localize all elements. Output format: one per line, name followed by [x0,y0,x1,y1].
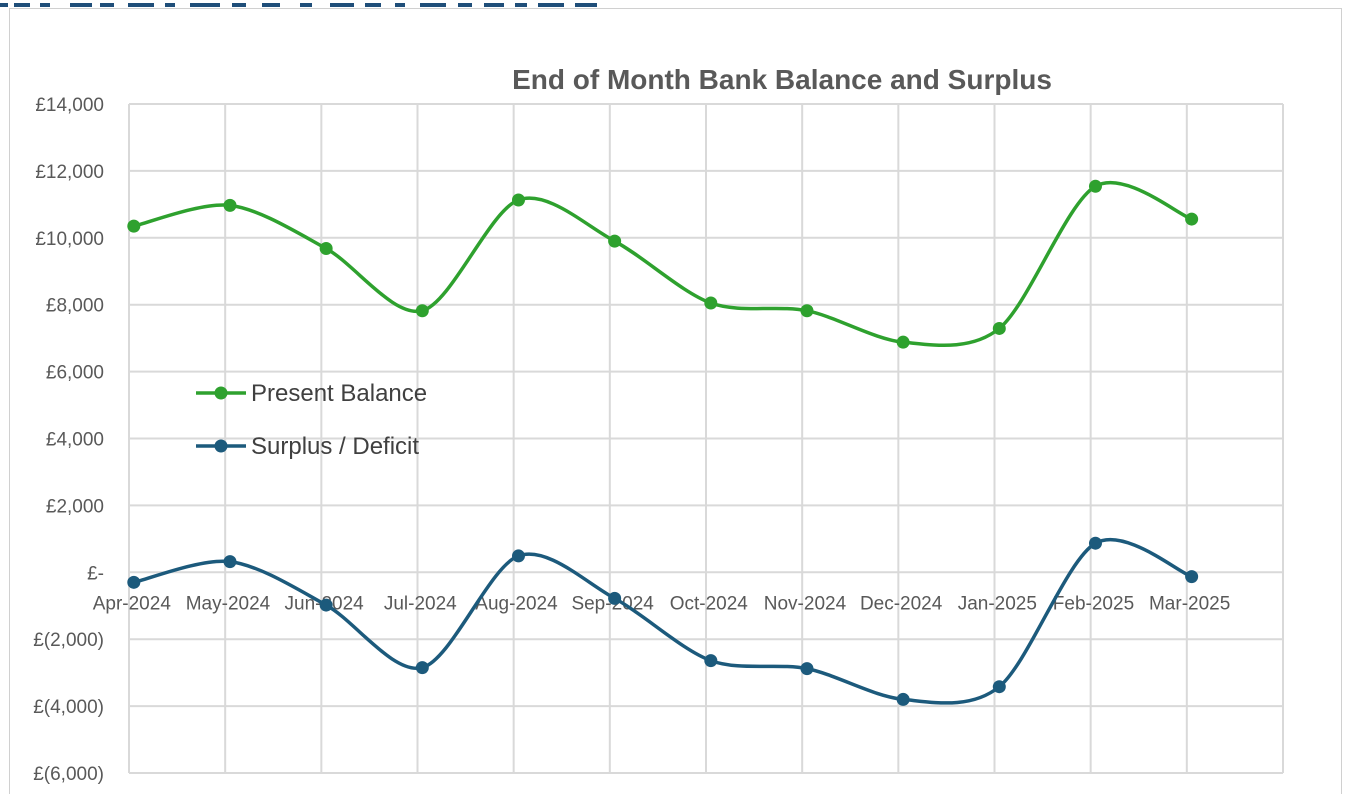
legend: Present Balance Surplus / Deficit [196,380,427,460]
series-line [132,181,1194,347]
data-point [1185,570,1199,584]
data-point [800,304,814,318]
chart-title: End of Month Bank Balance and Surplus [512,64,1052,95]
series-present-balance [127,179,1199,349]
legend-label: Present Balance [251,380,427,407]
data-point [704,296,718,310]
legend-item: Present Balance [196,380,427,407]
y-tick-label: £(4,000) [33,697,104,718]
data-point [704,654,718,668]
y-tick-label: £2,000 [46,496,104,517]
y-axis-ticks: £14,000 £12,000 £10,000 £8,000 £6,000 £4,000 £… [33,95,104,785]
x-tick-label: Nov-2024 [764,593,847,614]
data-point [1088,536,1102,550]
x-tick-label: Dec-2024 [860,593,943,614]
x-tick-label: Jul-2024 [384,593,457,614]
data-point [319,598,333,612]
x-tick-label: Apr-2024 [93,593,172,614]
y-tick-label: £- [87,563,104,584]
data-point [800,662,814,676]
legend-label: Surplus / Deficit [251,433,419,460]
x-tick-label: May-2024 [186,593,271,614]
y-tick-label: £(6,000) [33,764,104,785]
data-point [1088,179,1102,193]
y-tick-label: £12,000 [35,162,104,183]
data-point [896,335,910,349]
clipped-heading-strip [0,0,1351,10]
x-tick-label: Mar-2025 [1149,593,1230,614]
y-tick-label: £6,000 [46,363,104,384]
x-axis-ticks: Apr-2024May-2024Jun-2024Jul-2024Aug-2024… [93,593,1231,614]
data-point [319,242,333,256]
clipped-heading-fragment [0,3,597,7]
data-point [415,661,429,675]
data-point [896,692,910,706]
chart-area: End of Month Bank Balance and Surplus £1… [9,8,1342,794]
y-tick-label: £8,000 [46,296,104,317]
data-point [127,575,141,589]
y-tick-label: £10,000 [35,229,104,250]
y-tick-label: £4,000 [46,430,104,451]
y-tick-label: £(2,000) [33,630,104,651]
data-point [992,321,1006,335]
x-tick-label: Feb-2025 [1053,593,1134,614]
series-line [132,537,1194,705]
line-chart: End of Month Bank Balance and Surplus £1… [33,64,1284,785]
series-surplus-deficit [127,536,1199,706]
y-tick-label: £14,000 [35,95,104,116]
legend-item: Surplus / Deficit [196,433,419,460]
data-point [608,234,622,248]
series-layer [127,179,1199,706]
x-tick-label: Oct-2024 [670,593,749,614]
x-tick-label: Jan-2025 [958,593,1037,614]
data-point [608,591,622,605]
data-point [127,219,141,233]
data-point [223,555,237,569]
data-point [1185,212,1199,226]
data-point [415,304,429,318]
legend-marker [214,439,228,453]
legend-marker [214,386,228,400]
data-point [992,680,1006,694]
data-point [511,549,525,563]
data-point [511,193,525,207]
x-tick-label: Aug-2024 [475,593,558,614]
data-point [223,198,237,212]
